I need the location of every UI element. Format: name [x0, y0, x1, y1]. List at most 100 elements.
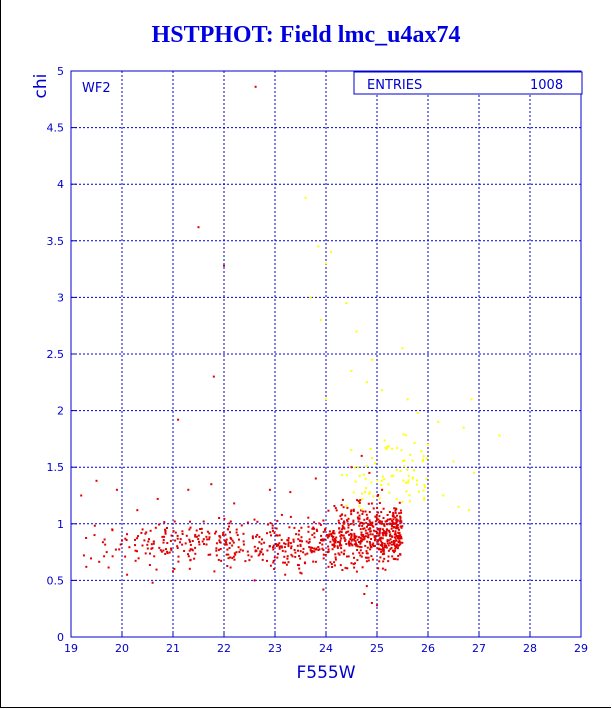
data-point	[394, 530, 397, 533]
data-point	[194, 546, 197, 549]
data-point	[358, 545, 361, 548]
data-point	[228, 547, 231, 549]
data-point	[354, 480, 357, 483]
data-point	[387, 555, 390, 558]
data-point	[152, 542, 155, 545]
data-point	[376, 518, 378, 521]
data-point	[350, 529, 353, 531]
data-point	[255, 535, 257, 538]
data-point	[376, 479, 379, 482]
data-point	[278, 545, 281, 548]
data-point	[386, 528, 389, 531]
data-point	[387, 445, 390, 448]
data-point	[400, 521, 403, 524]
data-point	[229, 556, 232, 559]
data-point	[409, 453, 412, 456]
data-point	[395, 535, 398, 538]
data-point	[359, 541, 362, 544]
data-point	[235, 528, 238, 531]
data-point	[339, 515, 342, 518]
data-point	[197, 538, 200, 541]
data-point	[379, 544, 382, 547]
data-point	[355, 570, 358, 573]
data-point	[179, 541, 181, 544]
data-point	[422, 458, 425, 461]
data-point	[191, 540, 194, 542]
data-point	[407, 479, 410, 482]
data-point	[286, 557, 289, 560]
data-point	[374, 462, 376, 465]
data-point	[163, 521, 166, 524]
data-point	[219, 536, 222, 539]
data-point	[310, 551, 313, 554]
data-point	[328, 530, 331, 533]
data-point	[187, 553, 189, 556]
data-point	[300, 526, 303, 529]
data-point	[402, 433, 405, 436]
data-point	[257, 554, 260, 557]
data-point	[151, 581, 154, 584]
data-point	[365, 585, 368, 588]
data-point	[136, 509, 139, 512]
data-point	[394, 546, 397, 549]
data-point	[285, 563, 288, 566]
data-point	[302, 551, 305, 554]
data-point	[340, 513, 343, 516]
data-point	[194, 533, 197, 536]
data-point	[337, 541, 339, 543]
data-point	[365, 381, 368, 384]
data-point	[372, 507, 375, 510]
data-point	[258, 541, 261, 544]
data-point	[357, 500, 360, 503]
data-point	[136, 537, 139, 540]
data-point	[242, 532, 245, 535]
data-point	[297, 533, 300, 536]
data-point	[321, 543, 324, 546]
data-point	[103, 555, 106, 558]
data-point	[374, 530, 377, 533]
data-point	[396, 535, 399, 538]
data-point	[390, 527, 393, 530]
data-point	[272, 529, 274, 532]
data-point	[303, 561, 306, 564]
data-point	[154, 526, 157, 529]
data-point	[290, 547, 293, 550]
data-point	[362, 534, 365, 536]
data-point	[213, 570, 216, 573]
data-point	[344, 566, 347, 569]
data-point	[111, 555, 114, 558]
data-point	[205, 543, 208, 546]
data-point	[272, 548, 275, 551]
data-point	[395, 527, 397, 530]
data-point	[361, 492, 364, 495]
data-point	[85, 565, 88, 568]
data-point	[364, 477, 367, 480]
stats-entries-value: 1008	[530, 78, 563, 93]
data-point	[353, 566, 356, 569]
data-point	[150, 543, 153, 546]
data-point	[282, 561, 285, 564]
data-point	[407, 474, 410, 477]
data-point	[352, 538, 355, 541]
data-point	[399, 525, 402, 528]
data-point	[333, 561, 336, 564]
data-point	[370, 555, 373, 558]
stats-entries-label: ENTRIES	[367, 78, 422, 93]
data-point	[299, 571, 302, 574]
data-point	[399, 470, 402, 473]
data-point	[266, 532, 268, 535]
data-point	[350, 509, 353, 512]
data-point	[360, 540, 363, 543]
data-point	[311, 546, 314, 549]
data-point	[242, 543, 245, 546]
data-point	[338, 553, 341, 556]
data-point	[359, 528, 362, 531]
data-point	[340, 544, 343, 547]
x-tick-label: 29	[574, 642, 588, 655]
data-point	[219, 541, 222, 544]
data-point	[289, 515, 292, 518]
data-point	[333, 564, 336, 567]
data-point	[95, 479, 98, 482]
data-point	[181, 543, 184, 546]
data-point	[352, 520, 355, 523]
